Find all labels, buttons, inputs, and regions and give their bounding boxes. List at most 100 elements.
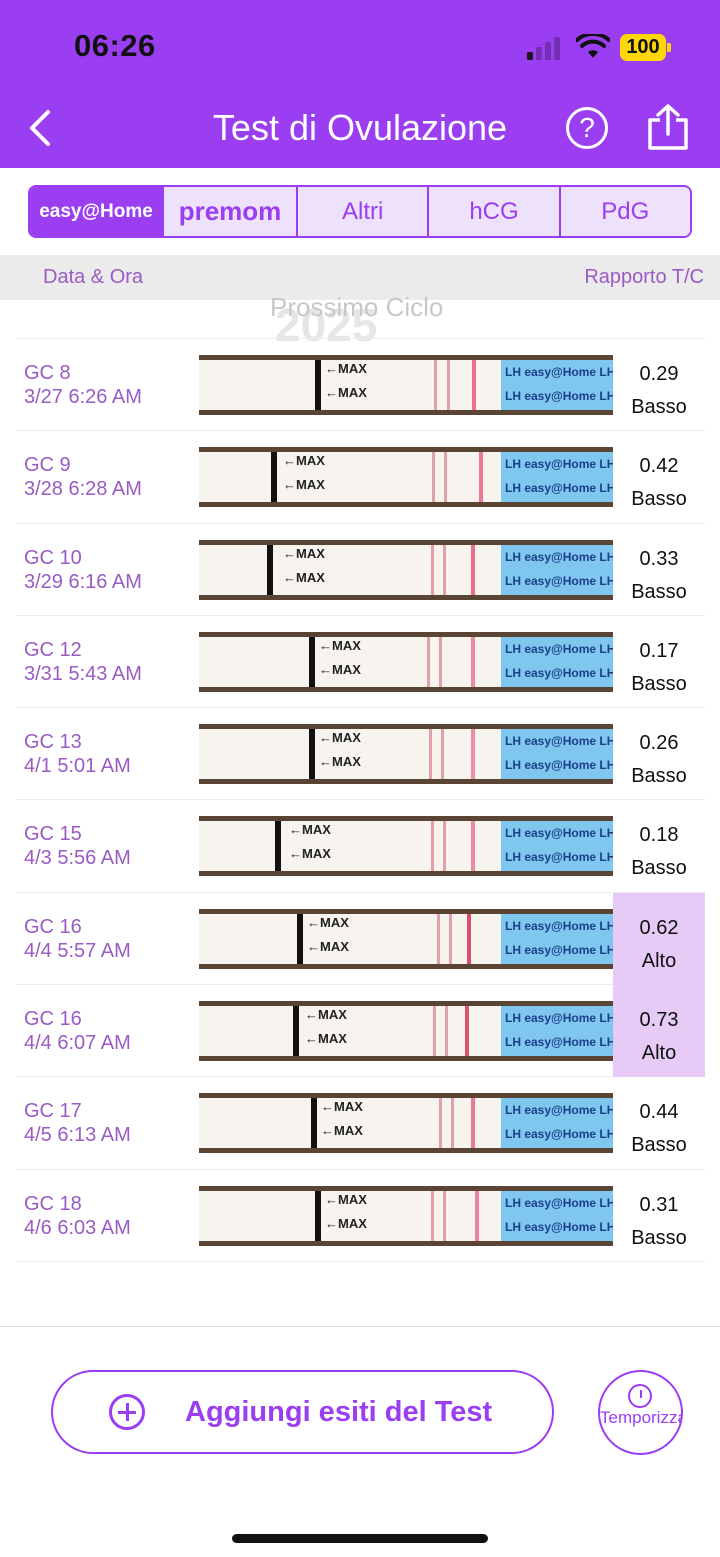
test-strip-image[interactable]: ←MAX ←MAX LH easy@Home LH LH easy@Home LH <box>199 1001 613 1062</box>
cycle-day: GC 15 <box>24 823 82 846</box>
add-test-results-label: Aggiungi esiti del Test <box>185 1395 493 1428</box>
test-strip-image[interactable]: ←MAX ←MAX LH easy@Home LH LH easy@Home LH <box>199 1093 613 1154</box>
max-label: ←MAX <box>325 1215 367 1231</box>
max-label: ←MAX <box>321 1123 363 1139</box>
test-strip-image[interactable]: ←MAX ←MAX LH easy@Home LH LH easy@Home LH <box>199 1185 613 1246</box>
ratio-value: 0.31 Basso <box>613 1170 705 1262</box>
battery-indicator: 100 <box>620 34 666 61</box>
brand-tabs: easy@Home premom Altri hCG PdG <box>28 185 692 238</box>
ratio-number: 0.18 <box>639 824 679 847</box>
test-datetime: 4/6 6:03 AM <box>24 1216 131 1239</box>
test-datetime: 4/4 5:57 AM <box>24 939 131 962</box>
timer-button[interactable]: Temporizzatore <box>598 1370 683 1455</box>
test-datetime: 4/3 5:56 AM <box>24 847 131 870</box>
cycle-day: GC 16 <box>24 915 82 938</box>
lh-brand-label: LH easy@Home LH LH easy@Home LH <box>501 913 613 964</box>
cycle-day: GC 13 <box>24 731 82 754</box>
test-datetime: 3/31 5:43 AM <box>24 662 142 685</box>
test-strip-image[interactable]: ←MAX ←MAX LH easy@Home LH LH easy@Home LH <box>199 355 613 415</box>
row-label: GC 16 4/4 6:07 AM <box>24 1007 131 1055</box>
max-label: ←MAX <box>325 1191 367 1207</box>
row-label: GC 16 4/4 5:57 AM <box>24 915 131 963</box>
ratio-value: 0.73 Alto <box>613 985 705 1078</box>
row-label: GC 8 3/27 6:26 AM <box>24 361 142 409</box>
test-result-row[interactable]: GC 10 3/29 6:16 AM ←MAX ←MAX LH easy@Hom… <box>16 524 705 616</box>
ratio-level: Basso <box>631 857 687 880</box>
test-result-row[interactable]: GC 16 4/4 6:07 AM ←MAX ←MAX LH easy@Home… <box>16 985 705 1078</box>
cycle-day: GC 9 <box>24 454 71 477</box>
max-label: ←MAX <box>289 846 331 862</box>
ratio-level: Basso <box>631 765 687 788</box>
ratio-number: 0.33 <box>639 547 679 570</box>
max-label: ←MAX <box>283 545 325 561</box>
tab-premom[interactable]: premom <box>164 187 298 236</box>
app-header: 06:26 100 Test di Ovulazione ? <box>0 0 720 168</box>
ratio-number: 0.44 <box>639 1101 679 1124</box>
row-label: GC 10 3/29 6:16 AM <box>24 546 142 594</box>
test-datetime: 3/28 6:28 AM <box>24 478 142 501</box>
column-ratio: Rapporto T/C <box>584 266 704 288</box>
lh-brand-label: LH easy@Home LH LH easy@Home LH <box>501 1190 613 1241</box>
max-label: ←MAX <box>289 822 331 838</box>
ratio-level: Basso <box>631 396 687 418</box>
add-test-results-button[interactable]: Aggiungi esiti del Test <box>51 1370 554 1454</box>
cellular-signal-icon <box>527 36 561 60</box>
tab-altri[interactable]: Altri <box>298 187 430 236</box>
test-result-row[interactable]: GC 9 3/28 6:28 AM ←MAX ←MAX LH easy@Home… <box>16 431 705 524</box>
tab-pdg[interactable]: PdG <box>560 187 690 236</box>
test-datetime: 4/1 5:01 AM <box>24 755 131 778</box>
test-datetime: 4/4 6:07 AM <box>24 1032 131 1055</box>
max-label: ←MAX <box>307 938 349 954</box>
max-label: ←MAX <box>305 1007 347 1023</box>
test-strip-image[interactable]: ←MAX ←MAX LH easy@Home LH LH easy@Home LH <box>199 724 613 785</box>
test-strip-image[interactable]: ←MAX ←MAX LH easy@Home LH LH easy@Home LH <box>199 539 613 600</box>
lh-brand-label: LH easy@Home LH LH easy@Home LH <box>501 821 613 872</box>
test-strip-image[interactable]: ←MAX ←MAX LH easy@Home LH LH easy@Home LH <box>199 631 613 692</box>
ratio-number: 0.26 <box>639 732 679 755</box>
column-date-time: Data & Ora <box>43 266 144 288</box>
max-label: ←MAX <box>325 361 367 376</box>
cycle-day: GC 10 <box>24 546 82 569</box>
page-title: Test di Ovulazione <box>212 107 508 148</box>
test-strip-image[interactable]: ←MAX ←MAX LH easy@Home LH LH easy@Home LH <box>199 908 613 969</box>
row-label: GC 13 4/1 5:01 AM <box>24 730 131 778</box>
test-result-row[interactable]: GC 12 3/31 5:43 AM ←MAX ←MAX LH easy@Hom… <box>16 616 705 709</box>
share-button[interactable] <box>646 104 690 150</box>
max-label: ←MAX <box>319 730 361 746</box>
test-result-row[interactable]: GC 13 4/1 5:01 AM ←MAX ←MAX LH easy@Home… <box>16 708 705 801</box>
ratio-number: 0.42 <box>639 455 679 478</box>
ratio-value: 0.33 Basso <box>613 524 705 616</box>
help-button[interactable]: ? <box>566 107 608 149</box>
cycle-day: GC 16 <box>24 1008 82 1031</box>
tab-hcg[interactable]: hCG <box>429 187 561 236</box>
test-strip-image[interactable]: ←MAX ←MAX LH easy@Home LH LH easy@Home LH <box>199 447 613 508</box>
next-cycle-label: Prossimo Ciclo <box>270 292 444 322</box>
test-result-row[interactable]: GC 8 3/27 6:26 AM ←MAX ←MAX LH easy@Home… <box>16 339 705 432</box>
lh-brand-label: LH easy@Home LH LH easy@Home LH <box>501 544 613 595</box>
max-label: ←MAX <box>283 453 325 469</box>
ratio-level: Basso <box>631 580 687 603</box>
test-strip-image[interactable]: ←MAX ←MAX LH easy@Home LH LH easy@Home LH <box>199 816 613 877</box>
tab-easy-home[interactable]: easy@Home <box>30 187 164 236</box>
ratio-number: 0.73 <box>639 1009 679 1032</box>
test-result-row[interactable]: GC 17 4/5 6:13 AM ←MAX ←MAX LH easy@Home… <box>16 1077 705 1170</box>
ratio-value: 0.17 Basso <box>613 616 705 708</box>
cycle-day: GC 17 <box>24 1100 82 1123</box>
ratio-number: 0.17 <box>639 639 679 662</box>
row-label: GC 15 4/3 5:56 AM <box>24 822 131 870</box>
test-result-row[interactable]: GC 16 4/4 5:57 AM ←MAX ←MAX LH easy@Home… <box>16 892 705 986</box>
battery-tip <box>667 43 671 52</box>
ratio-level: Basso <box>631 488 687 511</box>
max-label: ←MAX <box>283 569 325 585</box>
test-result-row[interactable]: GC 18 4/6 6:03 AM ←MAX ←MAX LH easy@Home… <box>16 1170 705 1262</box>
max-label: ←MAX <box>321 1099 363 1115</box>
ratio-value: 0.44 Basso <box>613 1077 705 1169</box>
footer-divider <box>0 1326 720 1327</box>
lh-brand-label: LH easy@Home LH LH easy@Home LH <box>501 729 613 780</box>
cycle-day: GC 18 <box>24 1192 82 1215</box>
lh-brand-label: LH easy@Home LH LH easy@Home LH <box>501 636 613 687</box>
cycle-year-watermark: 2025 <box>275 299 378 351</box>
back-button[interactable] <box>22 106 62 150</box>
test-result-row[interactable]: GC 15 4/3 5:56 AM ←MAX ←MAX LH easy@Home… <box>16 800 705 893</box>
cycle-day: GC 8 <box>24 362 71 384</box>
